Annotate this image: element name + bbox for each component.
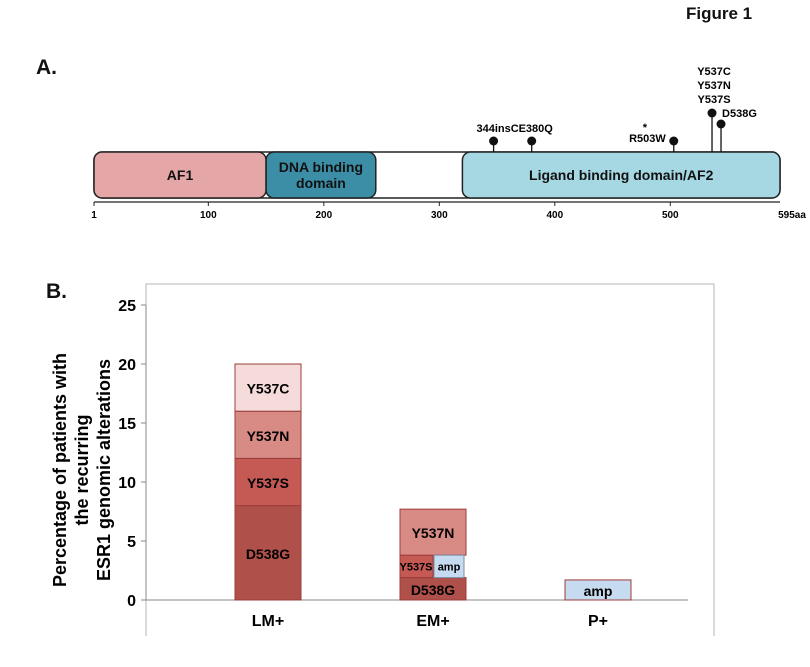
bar-segment	[234, 505, 302, 601]
bar-segment-label: Y537C	[247, 381, 290, 397]
bar-segment-label: Y537N	[247, 428, 290, 444]
mutation-label: E380Q	[519, 123, 554, 135]
mutation-label: 344insC	[476, 123, 518, 135]
axis-tick-label: 300	[431, 210, 448, 221]
panel-b-label: B.	[46, 280, 67, 303]
domain-label: DNA binding	[279, 159, 363, 175]
stacked-bar-chart: 0 5 10 15 20 25 Percentage of patients with the…	[50, 283, 715, 636]
bar-segment	[234, 363, 302, 412]
domain-box	[461, 151, 781, 199]
bar-segment	[564, 579, 632, 601]
y-tick-label: 0	[127, 593, 136, 610]
axis-tick-label: 400	[546, 210, 563, 221]
x-category-label: LM+	[252, 613, 284, 630]
y-tick-label: 5	[127, 534, 136, 551]
mutation-R503W-head	[669, 136, 679, 146]
y-axis-label-line: ESR1 genomic alterations	[94, 359, 114, 581]
protein-length-label: 595aa	[778, 210, 806, 221]
bar-segment-label: amp	[584, 583, 613, 599]
x-category-label: P+	[588, 613, 608, 630]
bar-segment-label: D538G	[246, 546, 290, 562]
axis-tick-label: 200	[315, 210, 332, 221]
bar-segment	[399, 508, 467, 556]
panel-a-label: A.	[36, 56, 57, 79]
domain-label: Ligand binding domain/AF2	[529, 167, 714, 183]
y-tick-label: 10	[118, 475, 136, 492]
mutation-Y537-head	[707, 108, 717, 118]
y-tick-label: 20	[118, 357, 136, 374]
mutation-marker: *	[643, 122, 648, 134]
axis-tick-label: 1	[91, 210, 97, 221]
bar-segment-label: Y537N	[412, 525, 455, 541]
figure-title: Figure 1	[686, 4, 753, 23]
mutation-label: Y537C	[697, 66, 731, 78]
bar-segment	[234, 457, 302, 507]
mutation-label: R503W	[629, 133, 666, 145]
mutation-label: Y537N	[697, 80, 731, 92]
y-tick-label: 25	[118, 298, 136, 315]
axis-tick-label: 100	[200, 210, 217, 221]
mutation-label: Y537S	[698, 94, 731, 106]
mutation-D538G-head	[716, 119, 726, 129]
mutation-E380Q-head	[527, 136, 537, 146]
mutation-label: D538G	[722, 108, 757, 120]
mutation-344insC-head	[489, 136, 499, 146]
y-axis-label-line: the recurring	[72, 414, 92, 525]
domain-label: AF1	[167, 167, 194, 183]
y-tick-label: 15	[118, 416, 136, 433]
amp-segment-label: amp	[438, 561, 461, 573]
axis-tick-label: 500	[662, 210, 679, 221]
y-axis-label-line: Percentage of patients with	[50, 353, 70, 587]
amp-segment	[433, 554, 465, 579]
bar-segment-label: Y537S	[247, 475, 289, 491]
bar-segment-label: Y537S	[399, 561, 432, 573]
bar-segment-label: D538G	[411, 582, 455, 598]
y-axis-label: Percentage of patients with the recurring…	[50, 353, 114, 587]
x-category-label: EM+	[416, 613, 449, 630]
domain-label: domain	[296, 175, 346, 191]
domain-box	[265, 151, 377, 199]
